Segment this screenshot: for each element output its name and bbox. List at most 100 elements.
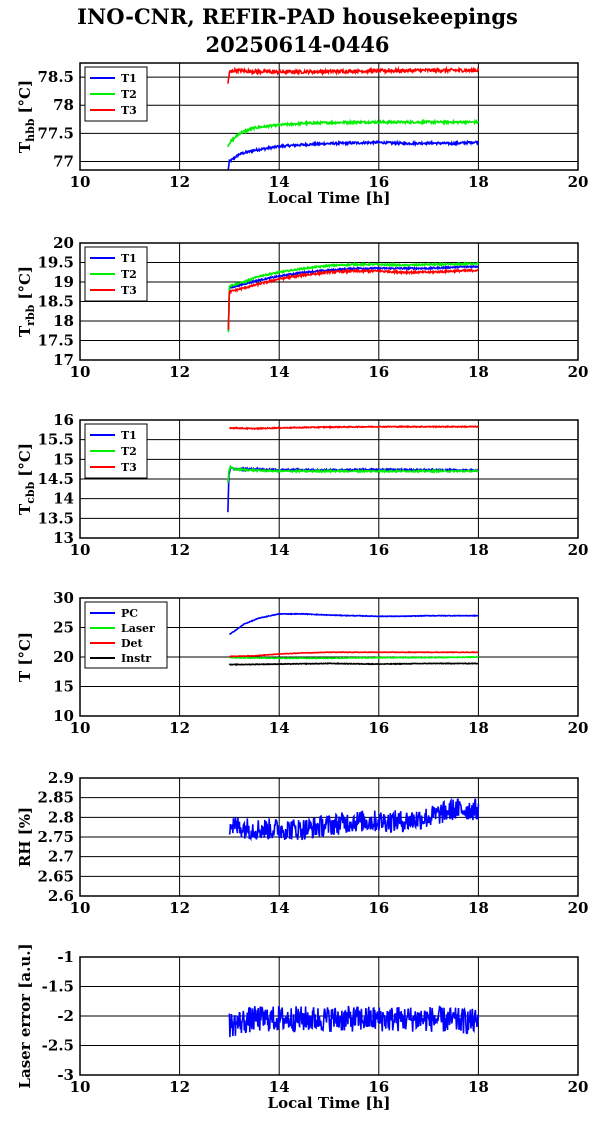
x-tick-label: 12 [169, 541, 190, 559]
y-tick-label: 2.7 [48, 848, 74, 866]
legend-label: Laser [121, 622, 155, 635]
legend: T1 T2 T3 [84, 423, 148, 479]
plot-frame [79, 419, 579, 539]
x-tick-label: 14 [269, 541, 290, 559]
y-tick-label: 30 [53, 589, 74, 607]
series-line-det [229, 650, 479, 658]
chart-rh: 2.6 2.652.7 2.75 2.82.85 2.9 10 12 14 16 18 20 RH [… [16, 769, 588, 917]
legend-label: T2 [121, 268, 137, 281]
y-tick-label: 18 [53, 312, 74, 330]
y-tick-label: 15 [53, 450, 74, 468]
series-line-data [228, 797, 480, 842]
series-line-pc [228, 612, 479, 636]
x-tick-label: 12 [169, 173, 190, 191]
x-tick-label: 12 [169, 363, 190, 381]
y-tick-label: 14 [53, 490, 74, 508]
x-tick-label: 10 [70, 1078, 91, 1096]
y-tick-label: 20 [53, 234, 74, 252]
y-tick-label: -2.5 [42, 1037, 74, 1055]
y-tick-label: 18.5 [37, 293, 74, 311]
y-tick-label: 15.5 [37, 431, 74, 449]
series-line-t1 [227, 139, 480, 171]
y-tick-label: 25 [53, 619, 74, 637]
legend-label: Instr [121, 652, 151, 665]
x-tick-label: 10 [70, 173, 91, 191]
y-axis-label: Tcbb[°C] [16, 443, 37, 515]
x-tick-label: 18 [468, 173, 489, 191]
y-axis-label: RH [%] [16, 807, 34, 867]
y-tick-label: 77.5 [37, 124, 74, 142]
x-tick-label: 18 [468, 719, 489, 737]
x-tick-label: 12 [169, 899, 190, 917]
chart-temps: 10 15 20 25 30 10 12 14 16 18 20 T [°C] PC Laser Det In… [16, 589, 588, 737]
x-axis-label: Local Time [h] [268, 1094, 391, 1112]
x-tick-label: 16 [368, 541, 389, 559]
y-axis-label: Laser error [a.u.] [16, 943, 34, 1088]
y-axis-label: Thbb[°C] [16, 80, 37, 153]
legend-label: T1 [121, 252, 137, 265]
x-tick-label: 16 [368, 1078, 389, 1096]
x-tick-label: 10 [70, 899, 91, 917]
y-tick-label: 17 [53, 351, 74, 369]
x-tick-label: 10 [70, 719, 91, 737]
x-tick-label: 16 [368, 899, 389, 917]
y-tick-label: -3 [57, 1066, 74, 1084]
y-tick-label: 78.5 [37, 68, 74, 86]
chart-thbb: 77 77.5 78 78.5 10 12 14 16 18 20 Local Time [h] Th… [16, 62, 589, 207]
x-tick-label: 16 [368, 719, 389, 737]
y-tick-label: 2.65 [37, 867, 74, 885]
x-tick-label: 18 [468, 899, 489, 917]
x-tick-label: 20 [568, 719, 589, 737]
x-tick-label: 16 [368, 173, 389, 191]
series-line-data [228, 1005, 480, 1038]
series-line-instr [228, 662, 479, 667]
y-tick-label: 14.5 [37, 470, 74, 488]
y-tick-label: 2.9 [48, 769, 74, 787]
x-tick-label: 14 [269, 363, 290, 381]
series-line-t1 [227, 264, 479, 331]
y-tick-label: 16 [53, 411, 74, 429]
y-tick-label: -2 [57, 1007, 74, 1025]
y-tick-label: 19 [53, 273, 74, 291]
y-tick-label: 15 [53, 678, 74, 696]
plot-frame [79, 242, 579, 361]
legend-label: T3 [121, 461, 137, 474]
x-tick-label: 20 [568, 1078, 589, 1096]
y-tick-label: -1.5 [42, 978, 74, 996]
legend-label: PC [121, 607, 138, 620]
figure-subtitle: 20250614-0446 [205, 32, 390, 57]
x-tick-label: 14 [269, 899, 290, 917]
y-tick-label: 19.5 [37, 254, 74, 272]
legend-label: T2 [121, 88, 137, 101]
x-tick-label: 18 [468, 541, 489, 559]
chart-laser: -3 -2.5 -2 -1.5 -1 10 12 14 16 18 20 Local Time [h]… [16, 943, 588, 1112]
y-tick-label: 78 [53, 96, 74, 114]
series-line-t2 [227, 464, 479, 484]
x-tick-label: 12 [169, 719, 190, 737]
legend-label: T3 [121, 284, 137, 297]
x-tick-label: 10 [70, 363, 91, 381]
legend-label: T2 [121, 445, 137, 458]
x-tick-label: 14 [269, 719, 290, 737]
x-tick-label: 18 [468, 363, 489, 381]
x-tick-label: 16 [368, 363, 389, 381]
y-tick-label: 20 [53, 648, 74, 666]
x-tick-label: 14 [269, 173, 290, 191]
x-tick-label: 20 [568, 173, 589, 191]
plot-frame [79, 777, 579, 897]
legend: T1 T2 T3 [84, 66, 148, 122]
series-line-t2 [227, 118, 480, 148]
legend: PC Laser Det Instr [84, 601, 168, 669]
y-tick-label: 13 [53, 529, 74, 547]
y-axis-label: Trbb[°C] [16, 266, 37, 337]
series-line-laser [229, 655, 479, 660]
x-tick-label: 12 [169, 1078, 190, 1096]
x-tick-label: 14 [269, 1078, 290, 1096]
y-tick-label: 2.85 [37, 789, 74, 807]
y-tick-label: 13.5 [37, 509, 74, 527]
y-tick-label: 17.5 [37, 332, 74, 350]
